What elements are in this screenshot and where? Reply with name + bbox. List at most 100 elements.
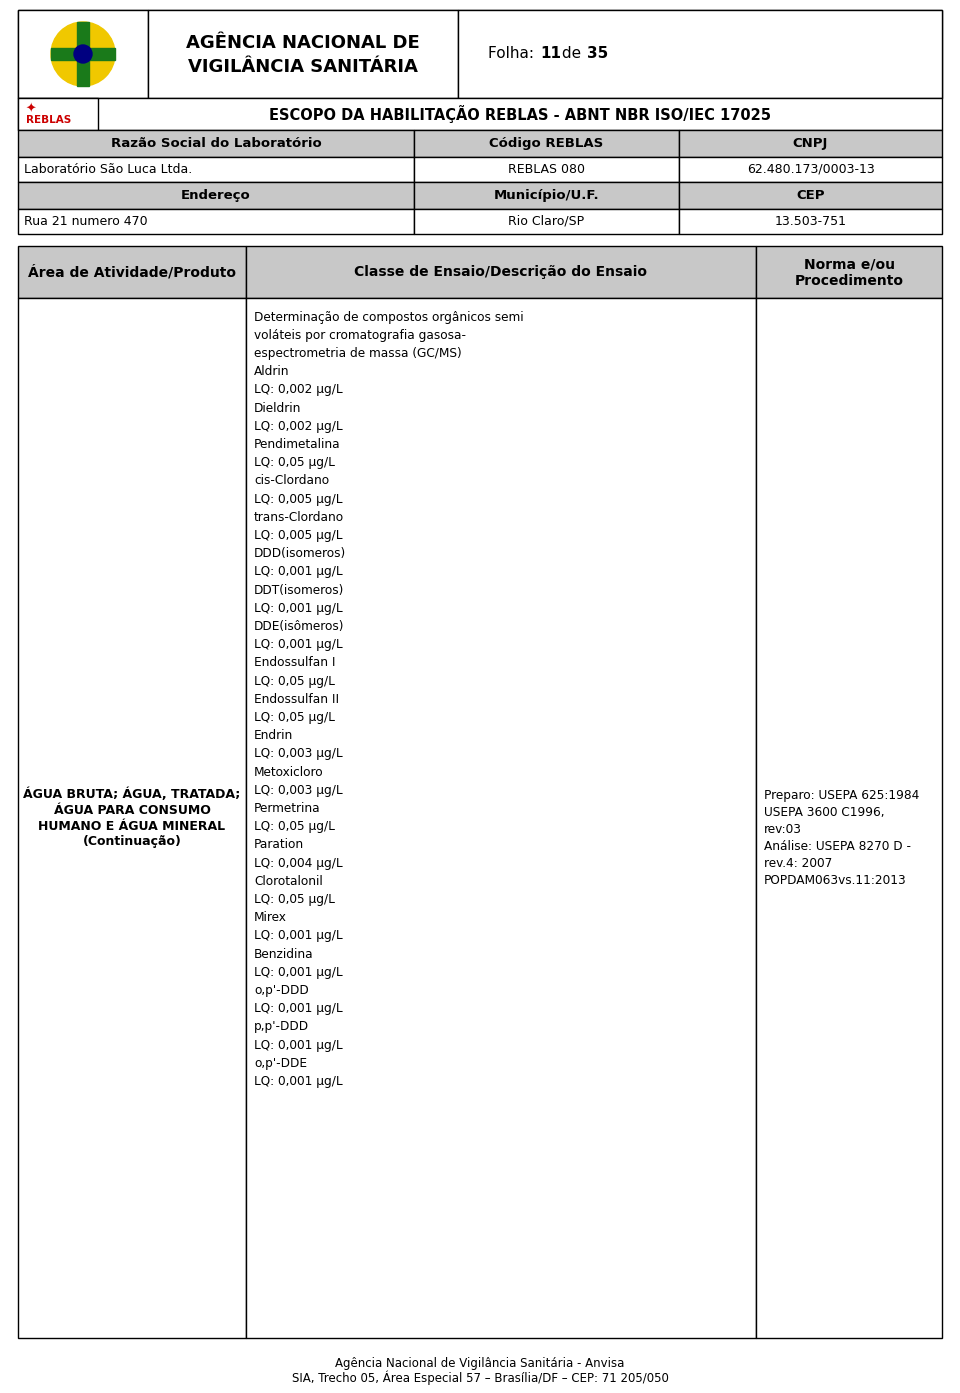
Text: ESCOPO DA HABILITAÇÃO REBLAS - ABNT NBR ISO/IEC 17025: ESCOPO DA HABILITAÇÃO REBLAS - ABNT NBR … — [269, 104, 771, 123]
Text: 13.503-751: 13.503-751 — [775, 215, 847, 228]
Bar — [679, 182, 942, 209]
Text: 11: 11 — [540, 46, 561, 61]
Text: REBLAS: REBLAS — [26, 114, 71, 125]
Bar — [246, 298, 756, 1339]
Bar — [18, 182, 414, 209]
Bar — [679, 209, 942, 234]
Text: ÁGUA PARA CONSUMO: ÁGUA PARA CONSUMO — [54, 804, 210, 816]
Text: Norma e/ou: Norma e/ou — [804, 258, 895, 272]
Text: AGÊNCIA NACIONAL DE: AGÊNCIA NACIONAL DE — [186, 35, 420, 53]
Text: CNPJ: CNPJ — [793, 137, 828, 150]
Text: trans-Clordano: trans-Clordano — [254, 511, 344, 524]
Text: Rua 21 numero 470: Rua 21 numero 470 — [24, 215, 148, 228]
Text: Permetrina: Permetrina — [254, 802, 321, 815]
Text: Área de Atividade/Produto: Área de Atividade/Produto — [28, 265, 236, 279]
Text: DDE(isômeros): DDE(isômeros) — [254, 620, 345, 632]
Text: Preparo: USEPA 625:1984: Preparo: USEPA 625:1984 — [764, 788, 920, 802]
Text: REBLAS 080: REBLAS 080 — [508, 163, 585, 176]
Text: Pendimetalina: Pendimetalina — [254, 437, 341, 451]
Text: Município/U.F.: Município/U.F. — [493, 189, 599, 202]
Text: Classe de Ensaio/Descrição do Ensaio: Classe de Ensaio/Descrição do Ensaio — [354, 265, 647, 279]
Bar — [414, 182, 679, 209]
Bar — [18, 157, 414, 182]
Bar — [18, 209, 414, 234]
Text: Mirex: Mirex — [254, 911, 287, 924]
Bar — [414, 209, 679, 234]
Bar — [18, 10, 148, 98]
Text: 35: 35 — [587, 46, 609, 61]
Text: LQ: 0,005 µg/L: LQ: 0,005 µg/L — [254, 529, 343, 542]
Text: LQ: 0,001 µg/L: LQ: 0,001 µg/L — [254, 965, 343, 979]
Text: Rio Claro/SP: Rio Claro/SP — [509, 215, 585, 228]
Text: Código REBLAS: Código REBLAS — [490, 137, 604, 150]
Text: rev:03: rev:03 — [764, 823, 802, 836]
Text: (Continuação): (Continuação) — [83, 836, 181, 848]
Text: de: de — [557, 46, 586, 61]
Bar — [246, 247, 756, 298]
Text: VIGILÂNCIA SANITÁRIA: VIGILÂNCIA SANITÁRIA — [188, 59, 418, 77]
Bar — [148, 10, 458, 98]
Bar — [756, 247, 942, 298]
Text: LQ: 0,001 µg/L: LQ: 0,001 µg/L — [254, 566, 343, 578]
Text: Clorotalonil: Clorotalonil — [254, 875, 323, 887]
Text: HUMANO E ÁGUA MINERAL: HUMANO E ÁGUA MINERAL — [38, 819, 226, 833]
Text: LQ: 0,005 µg/L: LQ: 0,005 µg/L — [254, 493, 343, 506]
Text: SIA, Trecho 05, Área Especial 57 – Brasília/DF – CEP: 71 205/050: SIA, Trecho 05, Área Especial 57 – Brasí… — [292, 1371, 668, 1385]
Text: cis-Clordano: cis-Clordano — [254, 475, 329, 488]
Text: LQ: 0,003 µg/L: LQ: 0,003 µg/L — [254, 748, 343, 761]
Bar — [414, 130, 679, 157]
Text: LQ: 0,004 µg/L: LQ: 0,004 µg/L — [254, 857, 343, 869]
Text: LQ: 0,001 µg/L: LQ: 0,001 µg/L — [254, 929, 343, 943]
Bar — [77, 22, 89, 86]
Text: Dieldrin: Dieldrin — [254, 401, 301, 415]
Text: rev.4: 2007: rev.4: 2007 — [764, 857, 832, 869]
Text: espectrometria de massa (GC/MS): espectrometria de massa (GC/MS) — [254, 347, 462, 359]
Text: Paration: Paration — [254, 839, 304, 851]
Bar — [18, 298, 246, 1339]
Text: p,p'-DDD: p,p'-DDD — [254, 1021, 309, 1034]
Bar — [679, 130, 942, 157]
Text: Endossulfan II: Endossulfan II — [254, 692, 339, 706]
Text: o,p'-DDD: o,p'-DDD — [254, 983, 309, 997]
Text: Procedimento: Procedimento — [795, 274, 903, 288]
Bar — [51, 47, 115, 60]
Bar — [18, 130, 414, 157]
Text: Determinação de compostos orgânicos semi: Determinação de compostos orgânicos semi — [254, 311, 523, 323]
Text: LQ: 0,05 µg/L: LQ: 0,05 µg/L — [254, 893, 335, 905]
Text: o,p'-DDE: o,p'-DDE — [254, 1057, 307, 1070]
Circle shape — [51, 22, 115, 86]
Text: LQ: 0,001 µg/L: LQ: 0,001 µg/L — [254, 1039, 343, 1052]
Text: Metoxicloro: Metoxicloro — [254, 766, 324, 779]
Text: Análise: USEPA 8270 D -: Análise: USEPA 8270 D - — [764, 840, 911, 853]
Bar — [18, 10, 942, 98]
Bar — [756, 298, 942, 1339]
Text: Endrin: Endrin — [254, 729, 293, 742]
Bar — [414, 157, 679, 182]
Text: USEPA 3600 C1996,: USEPA 3600 C1996, — [764, 805, 884, 819]
Text: LQ: 0,05 µg/L: LQ: 0,05 µg/L — [254, 456, 335, 469]
Text: LQ: 0,05 µg/L: LQ: 0,05 µg/L — [254, 820, 335, 833]
Text: ✦: ✦ — [26, 103, 36, 116]
Text: LQ: 0,002 µg/L: LQ: 0,002 µg/L — [254, 383, 343, 397]
Text: voláteis por cromatografia gasosa-: voláteis por cromatografia gasosa- — [254, 329, 466, 341]
Text: Folha:: Folha: — [488, 46, 539, 61]
Text: Aldrin: Aldrin — [254, 365, 290, 379]
Text: LQ: 0,001 µg/L: LQ: 0,001 µg/L — [254, 1075, 343, 1088]
Text: CEP: CEP — [796, 189, 825, 202]
Bar — [18, 98, 942, 130]
Text: Razão Social do Laboratório: Razão Social do Laboratório — [110, 137, 322, 150]
Bar — [458, 10, 942, 98]
Text: Endereço: Endereço — [181, 189, 251, 202]
Text: Benzidina: Benzidina — [254, 947, 314, 961]
Text: LQ: 0,001 µg/L: LQ: 0,001 µg/L — [254, 1002, 343, 1015]
Text: Endossulfan I: Endossulfan I — [254, 656, 335, 670]
Text: LQ: 0,001 µg/L: LQ: 0,001 µg/L — [254, 602, 343, 614]
Text: ÁGUA BRUTA; ÁGUA, TRATADA;: ÁGUA BRUTA; ÁGUA, TRATADA; — [23, 787, 241, 801]
Text: Laboratório São Luca Ltda.: Laboratório São Luca Ltda. — [24, 163, 192, 176]
Text: 62.480.173/0003-13: 62.480.173/0003-13 — [747, 163, 875, 176]
Bar — [679, 157, 942, 182]
Text: LQ: 0,05 µg/L: LQ: 0,05 µg/L — [254, 710, 335, 724]
Text: LQ: 0,001 µg/L: LQ: 0,001 µg/L — [254, 638, 343, 651]
Text: LQ: 0,003 µg/L: LQ: 0,003 µg/L — [254, 784, 343, 797]
Text: DDD(isomeros): DDD(isomeros) — [254, 547, 347, 560]
